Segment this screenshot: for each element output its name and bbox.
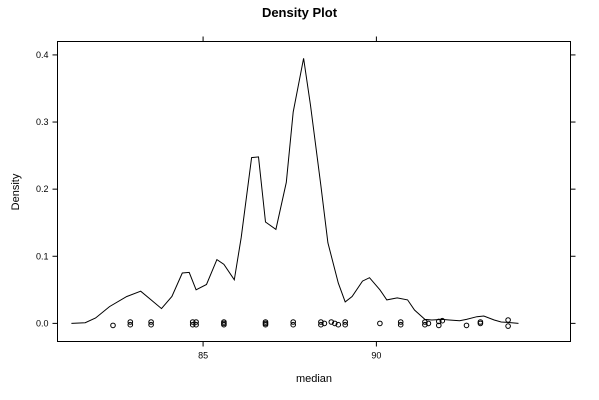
axis-tick-labels: 85 90 0.0 0.1 0.2 0.3 0.4 — [36, 50, 381, 361]
rug-point — [321, 320, 328, 327]
rug-point — [193, 321, 199, 328]
chart-title: Density Plot — [262, 5, 338, 20]
rug-point — [422, 319, 428, 325]
rug-point — [436, 322, 442, 329]
rug-point — [318, 321, 324, 328]
rug-point — [422, 321, 428, 328]
x-axis-label: median — [296, 373, 332, 385]
rug-point — [110, 322, 116, 329]
rug-point — [290, 321, 297, 328]
rug-point — [189, 321, 196, 328]
rug-points — [110, 317, 511, 329]
rug-point — [335, 321, 342, 328]
rug-point — [342, 321, 349, 328]
rug-point — [439, 317, 446, 324]
rug-point — [397, 321, 404, 328]
rug-point — [148, 319, 154, 325]
rug-point — [193, 319, 199, 325]
rug-point — [127, 321, 134, 328]
rug-point — [425, 320, 432, 327]
rug-point — [505, 317, 511, 323]
rug-point — [477, 320, 484, 327]
rug-point — [148, 321, 154, 328]
rug-point — [377, 320, 383, 327]
rug-point — [318, 319, 324, 325]
rug-point — [221, 321, 227, 328]
rug-point — [397, 319, 404, 325]
rug-point — [342, 319, 349, 325]
y-tick-label: 0.2 — [36, 184, 49, 194]
rug-point — [505, 323, 511, 329]
y-tick-label: 0.0 — [36, 318, 49, 328]
rug-point — [463, 322, 470, 329]
x-tick-label: 85 — [198, 351, 208, 361]
y-tick-label: 0.3 — [36, 117, 49, 127]
y-tick-label: 0.1 — [36, 251, 49, 261]
x-tick-label: 90 — [371, 351, 381, 361]
rug-point — [189, 319, 196, 325]
rug-point — [290, 319, 297, 325]
axis-ticks — [52, 36, 576, 347]
y-axis-label: Density — [10, 173, 22, 210]
rug-point — [262, 321, 269, 328]
density-line — [71, 58, 519, 324]
rug-point — [332, 320, 338, 327]
rug-point — [127, 319, 134, 325]
rug-point — [328, 319, 335, 325]
y-tick-label: 0.4 — [36, 50, 49, 60]
plot-frame — [57, 41, 571, 342]
rug-point — [436, 318, 442, 325]
